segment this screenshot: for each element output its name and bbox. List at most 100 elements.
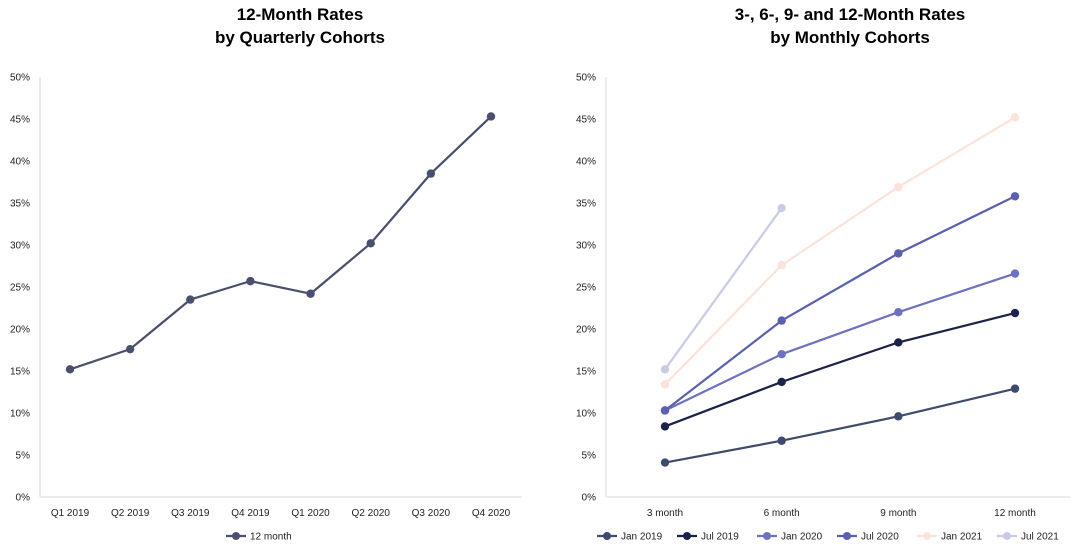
data-point: [660, 406, 670, 415]
y-tick-label: 25%: [10, 283, 30, 294]
legend: Jan 2019 Jul 2019 Jan 2020 Jul 2020 Jan 2021…: [597, 532, 1059, 543]
y-tick-label: 25%: [576, 283, 596, 294]
data-point: [1010, 192, 1020, 201]
y-tick-label: 10%: [10, 409, 30, 420]
y-tick-label: 50%: [576, 73, 596, 84]
data-point: [1010, 113, 1020, 122]
data-point: [777, 377, 786, 387]
data-point: [777, 436, 786, 445]
legend-label: Jan 2021: [941, 532, 983, 543]
x-tick-label: Q1 2019: [51, 508, 90, 519]
data-point: [366, 239, 375, 248]
data-point: [894, 338, 903, 347]
series-line: [664, 116, 1016, 386]
y-tick-label: 35%: [10, 199, 30, 210]
y-tick-label: 50%: [10, 73, 30, 84]
y-tick-label: 30%: [576, 241, 596, 252]
data-point: [777, 203, 786, 213]
series-line: [664, 311, 1016, 428]
data-point: [1010, 269, 1020, 278]
y-axis-ticks: 0% 5% 10% 15% 20% 25% 30% 35% 40% 45% 50%: [10, 73, 30, 504]
legend-swatch-marker: [1003, 532, 1011, 540]
data-point: [777, 260, 786, 270]
legend-label: Jul 2020: [861, 532, 899, 543]
y-tick-label: 5%: [582, 451, 597, 462]
data-point: [894, 182, 903, 192]
series-line: [664, 272, 1016, 412]
legend-item-jan-2021: Jan 2021: [917, 532, 983, 543]
series-jan-2020: [660, 269, 1020, 415]
legend-label: Jan 2020: [781, 532, 823, 543]
data-point: [894, 308, 903, 317]
legend-swatch-marker: [232, 532, 240, 540]
y-tick-label: 35%: [576, 199, 596, 210]
legend-swatch-marker: [763, 532, 771, 540]
legend-label: Jul 2021: [1021, 532, 1059, 543]
data-point: [486, 112, 496, 121]
series-line: [664, 195, 1016, 412]
series-group: [660, 113, 1020, 467]
data-point: [777, 316, 786, 325]
legend-swatch-marker: [603, 532, 611, 540]
series-jul-2019: [660, 308, 1020, 431]
legend-label: Jul 2019: [701, 532, 739, 543]
y-tick-label: 15%: [10, 367, 30, 378]
y-tick-label: 0%: [582, 493, 597, 504]
series-jan-2021: [660, 113, 1020, 389]
legend-item-jul-2020: Jul 2020: [837, 532, 899, 543]
legend-swatch-marker: [683, 532, 691, 540]
x-tick-label: Q4 2019: [231, 508, 270, 519]
chart-title-line-2: by Quarterly Cohorts: [215, 28, 385, 47]
data-point: [894, 412, 903, 421]
x-tick-label: Q1 2020: [291, 508, 330, 519]
data-point: [777, 350, 786, 359]
x-tick-label: 6 month: [764, 508, 800, 519]
data-point: [125, 344, 135, 354]
data-point: [186, 295, 195, 304]
series-line: [664, 387, 1016, 464]
legend-item-12-month: 12 month: [226, 532, 292, 543]
y-tick-label: 15%: [576, 367, 596, 378]
data-point: [660, 422, 670, 431]
legend-swatch-marker: [843, 532, 851, 540]
x-tick-label: Q2 2019: [111, 508, 150, 519]
y-tick-label: 45%: [10, 115, 30, 126]
x-axis-ticks: 3 month 6 month 9 month 12 month: [647, 508, 1036, 519]
series-jul-2021: [660, 203, 786, 374]
data-point: [894, 249, 903, 258]
legend: 12 month: [226, 532, 292, 543]
legend-item-jan-2020: Jan 2020: [757, 532, 823, 543]
y-tick-label: 40%: [10, 157, 30, 168]
x-tick-label: 12 month: [994, 508, 1036, 519]
x-tick-label: 3 month: [647, 508, 683, 519]
data-point: [1010, 384, 1020, 393]
chart-title-line-1: 12-Month Rates: [237, 5, 364, 24]
x-tick-label: Q2 2020: [352, 508, 391, 519]
x-tick-label: Q3 2020: [412, 508, 451, 519]
data-point: [660, 458, 670, 467]
series-jul-2020: [660, 192, 1020, 415]
data-point: [65, 365, 75, 374]
chart-title-line-2: by Monthly Cohorts: [770, 28, 930, 47]
data-point: [660, 365, 670, 374]
series-jan-2019: [660, 384, 1020, 467]
data-point: [660, 380, 670, 389]
data-point: [306, 289, 315, 298]
y-tick-label: 45%: [576, 115, 596, 126]
x-tick-label: 9 month: [880, 508, 916, 519]
series-line: [664, 207, 783, 370]
monthly-cohorts-chart: 3-, 6-, 9- and 12-Month Rates by Monthly…: [576, 5, 1070, 543]
y-tick-label: 30%: [10, 241, 30, 252]
data-point: [1010, 308, 1020, 318]
y-axis-ticks: 0% 5% 10% 15% 20% 25% 30% 35% 40% 45% 50%: [576, 73, 596, 504]
legend-label: Jan 2019: [621, 532, 663, 543]
legend-label: 12 month: [250, 532, 292, 543]
y-tick-label: 10%: [576, 409, 596, 420]
y-tick-label: 0%: [16, 493, 31, 504]
legend-item-jul-2019: Jul 2019: [677, 532, 739, 543]
x-tick-label: Q4 2020: [472, 508, 511, 519]
y-tick-label: 40%: [576, 157, 596, 168]
x-tick-label: Q3 2019: [171, 508, 210, 519]
series-group: [65, 112, 496, 374]
